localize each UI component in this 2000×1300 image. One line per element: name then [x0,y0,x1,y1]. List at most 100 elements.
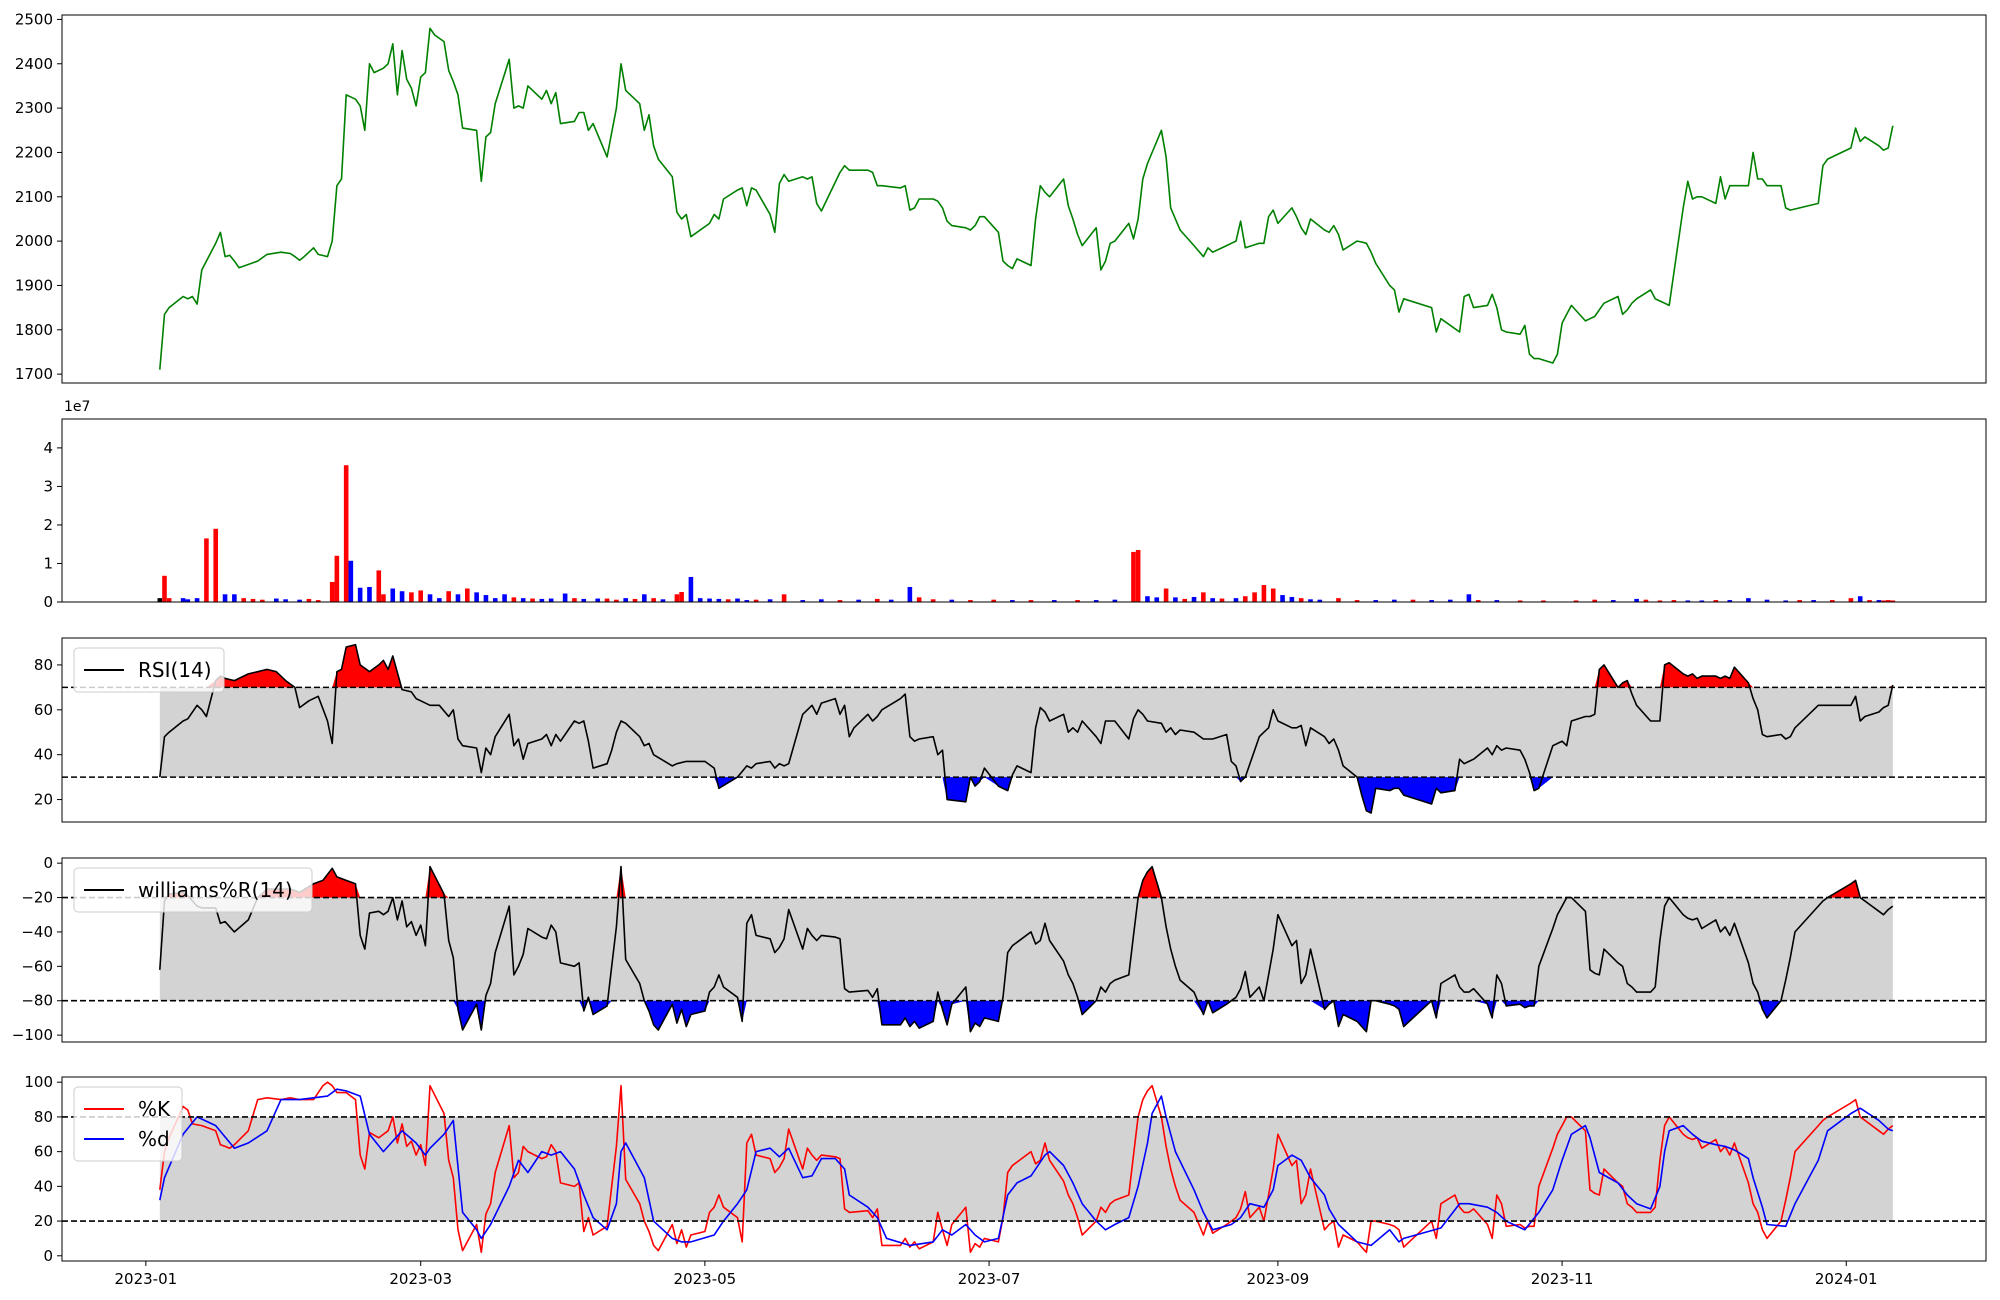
williams-ytick-label: −20 [21,889,53,907]
stochastic-legend-label: %d [138,1127,170,1151]
volume-bar [1201,592,1206,602]
williams-legend-box [73,867,313,913]
volume-bar [1592,599,1597,602]
volume-bar [1746,598,1751,602]
stochastic-ytick-label: 20 [34,1212,53,1230]
x-tick-label: 2023-01 [115,1270,178,1288]
x-tick-label: 2024-01 [1815,1270,1878,1288]
volume-bar [1494,600,1500,602]
volume-bar [888,599,894,602]
price-ytick-label: 1900 [15,276,53,294]
volume-bar [376,570,382,602]
volume-bar [753,599,759,602]
rsi-axes-frame [61,637,1987,823]
volume-bar [1848,598,1854,602]
volume-bar [1354,600,1360,602]
price-ytick-label: 2100 [15,188,53,206]
x-tick-label: 2023-03 [389,1270,452,1288]
williams-oversold-fill [159,1000,1893,1032]
williams-ytick-label: −40 [21,923,53,941]
volume-bar [502,594,507,602]
volume-bar [1336,598,1341,602]
volume-bar [241,598,246,602]
price-ytick-label: 1700 [15,365,53,383]
volume-bar [306,598,312,602]
volume-bar [1135,549,1141,602]
volume-bar [614,599,619,602]
volume-bar [1373,600,1379,602]
volume-bar [581,598,587,602]
volume-bar [1173,597,1178,602]
x-tick-label: 2023-07 [958,1270,1021,1288]
volume-bar [297,599,302,602]
williams-ytick-label: −60 [21,957,53,975]
volume-bar [418,590,424,602]
volume-bar [1028,600,1034,602]
volume-ytick-label: 3 [43,477,53,495]
volume-bar [1573,600,1579,602]
rsi-line [159,643,1894,814]
volume-bar [399,591,405,602]
volume-bar [329,581,335,602]
volume-bar [232,594,237,602]
volume-bar [1876,600,1882,602]
volume-bar [968,600,973,602]
volume-offset-label: 1e7 [64,399,90,415]
volume-bar [1093,600,1099,602]
volume-bar [1517,600,1523,602]
volume-bar [1219,598,1225,602]
volume-bar [907,586,913,602]
volume-bar [390,588,396,602]
price-ytick-label: 1800 [15,321,53,339]
volume-bar [464,588,470,602]
williams-overbought-fill [159,866,1893,898]
volume-bar [1657,600,1663,602]
volume-bar [562,593,568,602]
stochastic-ytick-label: 100 [24,1073,53,1091]
fill-layer [159,644,1893,1222]
volume-bar [1867,600,1872,602]
volume-bar [819,599,824,602]
marks-layer [157,27,1896,1254]
volume-bar [315,600,321,602]
williams-ytick-label: −80 [21,992,53,1010]
stochastic-line-d [159,1088,1894,1247]
volume-bar [1289,596,1295,602]
volume-ytick-label: 0 [43,593,53,611]
volume-bar [1890,600,1896,602]
axes-layer [57,14,1987,1266]
volume-bar [1475,600,1481,602]
volume-bar [283,599,288,602]
volume-bar [548,598,554,602]
volume-bar [1764,599,1770,602]
volume-bar [949,599,955,602]
price-ytick-label: 2300 [15,99,53,117]
volume-bar [735,598,740,602]
volume-bar [697,598,703,602]
volume-bar [572,598,577,602]
williams-axes-frame [61,857,1987,1043]
volume-bar [381,594,386,602]
volume-bar [427,594,433,602]
volume-bar [1317,599,1323,602]
volume-bar [273,598,279,602]
price-line [159,27,1894,370]
volume-bar [1210,598,1215,602]
stochastic-ytick-label: 0 [43,1247,53,1265]
x-tick-label: 2023-05 [674,1270,737,1288]
volume-bar [409,592,414,602]
volume-bar [651,598,656,602]
volume-bar [874,598,880,602]
volume-bar [725,599,731,602]
volume-bar [1145,596,1150,602]
volume-bar [1466,594,1472,602]
volume-bar [856,599,861,602]
volume-bar [642,594,647,602]
volume-bar [716,598,722,602]
price-axes-frame [61,14,1987,384]
volume-bar [1163,588,1169,602]
volume-bar [446,591,451,602]
rsi-ytick-label: 40 [34,746,53,764]
price-ytick-label: 2400 [15,55,53,73]
